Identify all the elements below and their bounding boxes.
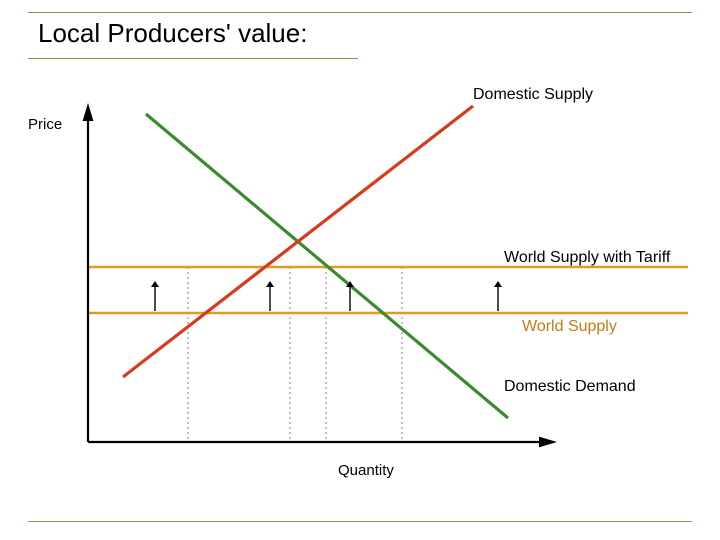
label-domestic-demand: Domestic Demand (504, 378, 636, 396)
axis-label-price: Price (28, 116, 62, 133)
slide-title: Local Producers' value: (38, 18, 307, 49)
label-domestic-supply: Domestic Supply (473, 86, 593, 104)
slide: Local Producers' value: Price Quantity D… (0, 0, 720, 540)
title-rule-bottom (28, 58, 358, 59)
footer-rule (28, 521, 692, 522)
chart-svg (28, 92, 692, 492)
label-world-supply: World Supply (522, 318, 617, 336)
label-world-supply-tariff: World Supply with Tariff (504, 249, 670, 267)
title-rule-top (28, 12, 692, 13)
economics-chart: Price Quantity Domestic Supply World Sup… (28, 92, 692, 492)
title-block: Local Producers' value: (28, 12, 692, 60)
axis-label-quantity: Quantity (338, 462, 394, 479)
